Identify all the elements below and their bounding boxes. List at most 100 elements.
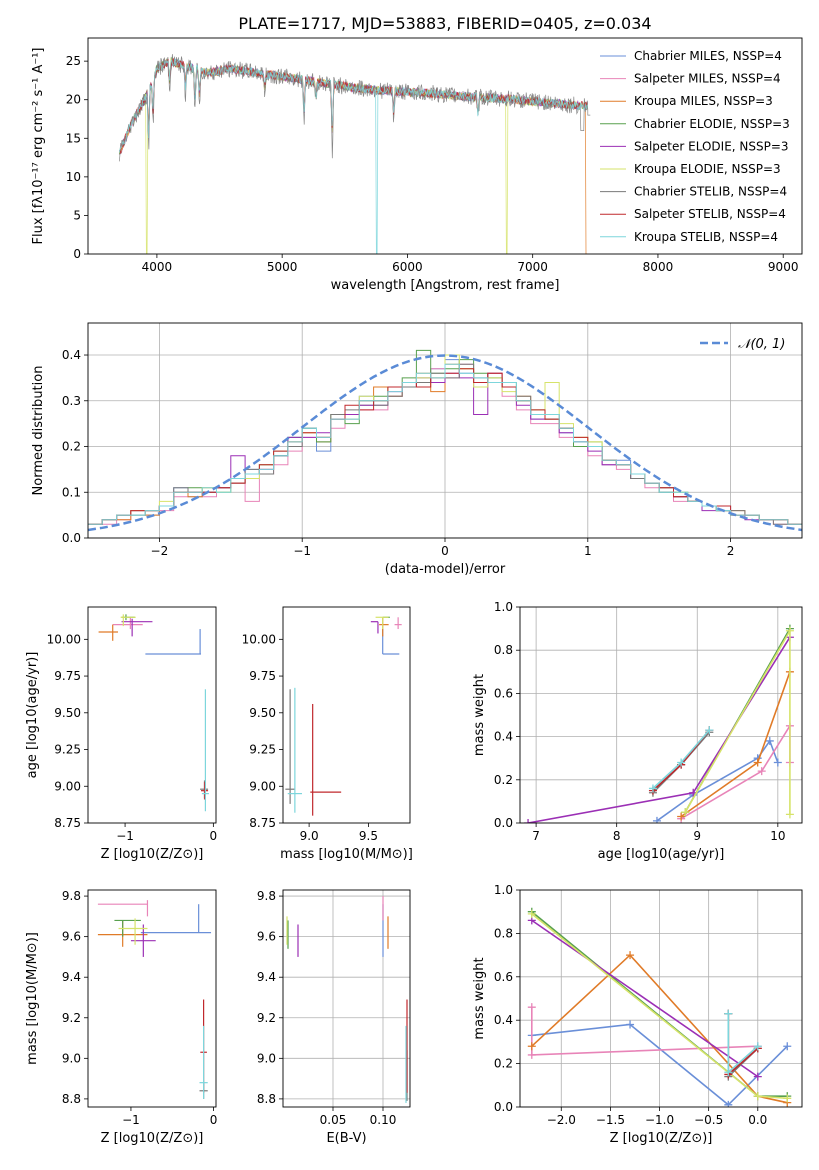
- massweight-marker: [773, 758, 782, 767]
- massweight-marker: [527, 1042, 536, 1051]
- x-axis-label: Z [log10(Z/Z⊙)]: [101, 1131, 204, 1146]
- y-tick-label: 10.00: [242, 632, 276, 646]
- plot-area-residual_hist: [88, 323, 802, 538]
- massweight-marker: [724, 1100, 733, 1107]
- x-tick-label: 7000: [517, 260, 548, 274]
- x-axis-label: age [log10(age/yr)]: [598, 847, 725, 862]
- y-tick-label: 10: [66, 170, 81, 184]
- plot-area-spectrum: [118, 54, 591, 254]
- spectrum-line-salpeter-miles: [119, 58, 588, 155]
- legend-label: Chabrier ELODIE, NSSP=3: [634, 117, 790, 131]
- x-tick-label: −1.5: [596, 1113, 625, 1127]
- axes-frame: [87, 606, 217, 824]
- x-tick-label: 6000: [392, 260, 423, 274]
- x-tick-label: 10: [770, 829, 785, 843]
- legend-label: Chabrier MILES, NSSP=4: [634, 49, 782, 63]
- y-tick-label: 9.6: [257, 930, 276, 944]
- panel-mass_vs_EBV: 0.05 0.10 8.8 9.0 9.2 9.4 9.6 9.8 E(B-V): [257, 889, 411, 1146]
- massweight-marker: [753, 1042, 762, 1051]
- massweight-marker: [648, 784, 657, 793]
- y-tick-label: 0.3: [62, 394, 81, 408]
- massweight-marker: [677, 812, 686, 821]
- axes-frame: [87, 37, 803, 255]
- y-tick-label: 9.75: [249, 669, 276, 683]
- y-tick-label: 1.0: [494, 600, 513, 614]
- x-tick-label: 9000: [768, 260, 799, 274]
- gaussian-curve: [88, 354, 802, 532]
- massweight-marker: [753, 758, 762, 767]
- y-tick-label: 0.2: [494, 1057, 513, 1071]
- x-tick-label: 7: [532, 829, 540, 843]
- x-tick-label: 0.05: [320, 1113, 347, 1127]
- axes-frame: [519, 606, 803, 824]
- x-tick-label: 9: [693, 829, 701, 843]
- y-tick-label: 9.2: [257, 1011, 276, 1025]
- massweight-marker: [783, 1094, 792, 1103]
- x-tick-label: 2: [727, 544, 735, 558]
- x-tick-label: 1: [584, 544, 592, 558]
- plot-area-age_vs_Z: [98, 614, 209, 812]
- massweight-marker: [724, 1009, 733, 1018]
- y-tick-label: 5: [73, 208, 81, 222]
- panel-spectrum: 4000 5000 6000 7000 8000 9000 0 5 10 15 20 25 wavele…: [31, 37, 803, 293]
- x-tick-label: 8000: [643, 260, 674, 274]
- y-axis-label: mass [log10(M/M⊙)]: [25, 932, 40, 1065]
- spectrum-line-salpeter-stelib: [119, 58, 588, 154]
- massweight-marker: [677, 758, 686, 767]
- massweight-marker: [626, 951, 635, 960]
- massweight-line: [531, 953, 788, 1104]
- figure-title: PLATE=1717, MJD=53883, FIBERID=0405, z=0…: [238, 14, 651, 33]
- spectrum-line-chabrier-miles: [118, 58, 588, 155]
- axes-frame: [282, 889, 411, 1108]
- massweight-line: [527, 636, 791, 823]
- massweight-marker: [724, 1068, 733, 1077]
- x-tick-label: 0: [441, 544, 449, 558]
- massweight-marker: [527, 909, 536, 918]
- panel-age_vs_Z: −1 0 8.75 9.00 9.25 9.50 9.75 10.00 Z [log10(Z/Z…: [25, 606, 217, 862]
- y-tick-label: 9.00: [54, 779, 81, 793]
- x-tick-label: 0.0: [748, 1113, 767, 1127]
- legend-label: Chabrier STELIB, NSSP=4: [634, 185, 787, 199]
- y-tick-label: 0.2: [62, 440, 81, 454]
- x-tick-label: 0: [210, 1113, 218, 1127]
- spectrum-legend: Chabrier MILES, NSSP=4 Salpeter MILES, NS…: [600, 49, 790, 244]
- y-tick-label: 9.4: [62, 970, 81, 984]
- y-tick-label: 15: [66, 131, 81, 145]
- y-tick-label: 9.0: [257, 1051, 276, 1065]
- y-tick-label: 0.4: [62, 348, 81, 362]
- y-axis-label: Flux [fλ10⁻¹⁷ erg cm⁻² s⁻¹ A⁻¹]: [31, 48, 46, 245]
- y-tick-label: 20: [66, 93, 81, 107]
- x-tick-label: −2: [151, 544, 169, 558]
- y-tick-label: 9.50: [54, 706, 81, 720]
- x-axis-label: E(B-V): [326, 1131, 366, 1146]
- x-tick-label: 0.10: [370, 1113, 397, 1127]
- massweight-marker: [783, 1042, 792, 1051]
- massweight-marker: [652, 816, 661, 823]
- massweight-marker: [785, 626, 794, 635]
- y-tick-label: 0.0: [62, 531, 81, 545]
- y-axis-label: mass weight: [472, 957, 487, 1039]
- massweight-line: [684, 627, 791, 815]
- panel-mass_vs_Z: −1 0 8.8 9.0 9.2 9.4 9.6 9.8 Z [log10(Z/Z⊙)] mass…: [25, 889, 217, 1146]
- legend-label: Salpeter STELIB, NSSP=4: [634, 207, 786, 221]
- axes-frame: [519, 889, 803, 1108]
- legend-label: Kroupa ELODIE, NSSP=3: [634, 162, 781, 176]
- y-tick-label: 9.25: [54, 743, 81, 757]
- plot-area-massweight_vs_age: [520, 607, 802, 823]
- y-tick-label: 9.4: [257, 970, 276, 984]
- y-tick-label: 9.2: [62, 1011, 81, 1025]
- x-tick-label: 9.5: [359, 829, 378, 843]
- y-axis-label: age [log10(age/yr)]: [25, 652, 40, 779]
- x-axis-label: mass [log10(M/M⊙)]: [280, 847, 413, 862]
- massweight-marker: [785, 810, 794, 819]
- y-tick-label: 10.00: [47, 632, 81, 646]
- massweight-marker: [753, 1092, 762, 1101]
- x-tick-label: 4000: [142, 260, 173, 274]
- y-tick-label: 9.00: [249, 779, 276, 793]
- legend-label: Kroupa STELIB, NSSP=4: [634, 230, 778, 244]
- legend-label: Salpeter MILES, NSSP=4: [634, 72, 781, 86]
- y-tick-label: 8.8: [257, 1092, 276, 1106]
- x-tick-label: −0.5: [694, 1113, 723, 1127]
- y-tick-label: 0.2: [494, 773, 513, 787]
